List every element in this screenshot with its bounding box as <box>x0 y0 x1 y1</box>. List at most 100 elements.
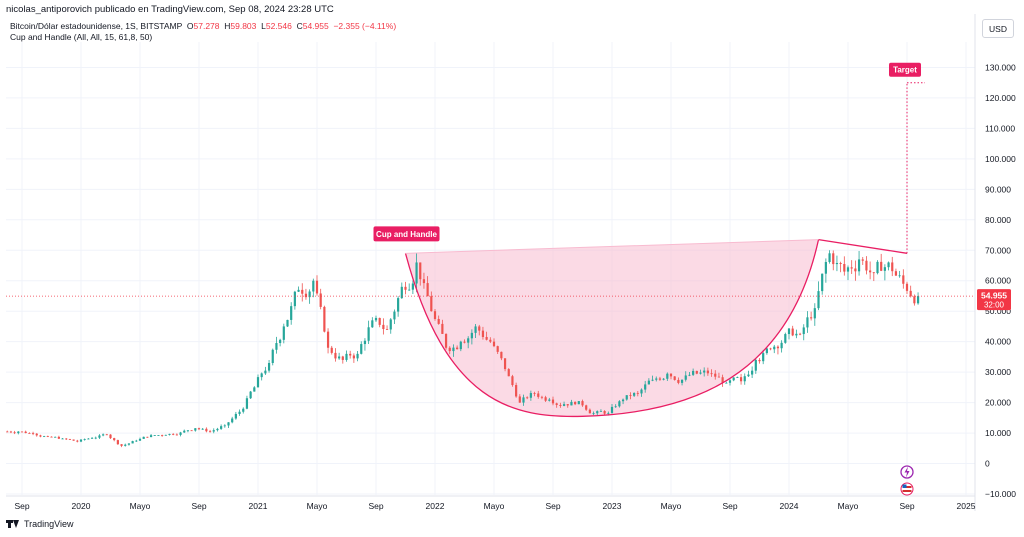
candle-body <box>607 412 610 414</box>
candle-body <box>13 432 16 434</box>
candle <box>433 309 437 321</box>
candle-body <box>507 369 510 377</box>
candle <box>271 348 274 366</box>
y-tick-label: 30.000 <box>985 367 1011 377</box>
candle <box>618 400 621 408</box>
lightning-icon[interactable] <box>900 465 914 479</box>
candle <box>780 340 783 353</box>
candle-body <box>688 374 691 376</box>
candle <box>430 291 433 312</box>
candle <box>614 404 617 408</box>
candle <box>669 373 673 380</box>
candle <box>28 432 31 434</box>
candle-body <box>599 410 603 412</box>
candle <box>113 437 116 442</box>
x-tick-label: Sep <box>545 501 560 511</box>
candle-body <box>577 401 580 405</box>
candle-body <box>603 410 606 414</box>
candle-body <box>253 387 256 392</box>
candle <box>835 255 839 272</box>
candle <box>426 276 429 297</box>
candle-body <box>422 279 426 284</box>
candle-body <box>452 347 455 352</box>
candle-body <box>869 270 872 273</box>
candle <box>164 434 167 436</box>
candle-body <box>31 433 35 434</box>
candle-body <box>736 377 739 378</box>
candle-body <box>773 346 776 350</box>
candle <box>116 439 119 445</box>
candle-body <box>286 319 289 327</box>
candle <box>489 337 492 344</box>
candle <box>865 256 868 275</box>
candle-body <box>249 391 252 399</box>
candle <box>83 438 86 441</box>
candle <box>367 320 370 344</box>
candle <box>301 283 304 302</box>
candle <box>500 351 503 361</box>
candle-body <box>728 380 732 383</box>
candle <box>732 377 735 382</box>
candle <box>13 430 16 435</box>
candle-body <box>515 385 518 397</box>
candle <box>585 404 588 411</box>
candle-body <box>706 370 709 374</box>
candle-body <box>824 261 827 274</box>
candle-body <box>677 379 680 383</box>
last-price-value: 54.955 <box>981 291 1007 301</box>
candle <box>378 317 381 328</box>
candle <box>813 303 816 326</box>
candle <box>61 437 64 440</box>
candle <box>503 358 507 372</box>
candle <box>688 372 691 377</box>
candle-body <box>135 440 138 442</box>
candle <box>54 436 57 438</box>
symbol-label: Bitcoin/Dólar estadounidense, 1S, BITSTA… <box>10 21 183 31</box>
currency-button[interactable]: USD <box>982 19 1014 38</box>
us-flag-icon[interactable] <box>900 482 914 496</box>
candle-body <box>699 372 702 374</box>
x-tick-label: Mayo <box>307 501 328 511</box>
candle <box>507 368 510 377</box>
candle-body <box>758 359 761 362</box>
candle-body <box>153 435 156 436</box>
candle <box>647 378 650 385</box>
candle <box>400 282 403 299</box>
candle-body <box>411 283 414 290</box>
candle-body <box>50 436 53 438</box>
candle-body <box>467 338 470 343</box>
candle-body <box>658 378 662 380</box>
candle-body <box>72 439 75 441</box>
last-price-tag[interactable] <box>977 289 1011 311</box>
indicator-legend[interactable]: Cup and Handle (All, All, 15, 61,8, 50) <box>10 32 153 42</box>
handle-line <box>818 238 908 254</box>
candle <box>610 404 614 414</box>
candle <box>186 430 190 433</box>
candle <box>861 256 864 265</box>
ohlc-open-label: O <box>186 21 194 31</box>
candle-body <box>17 431 20 434</box>
candle-body <box>832 253 835 265</box>
candle-body <box>496 346 499 352</box>
candle-body <box>762 353 765 362</box>
target-label: Target <box>893 66 917 75</box>
candle <box>551 396 555 406</box>
candle <box>260 372 263 381</box>
candle-body <box>529 393 532 398</box>
cup-rim-line <box>405 239 819 254</box>
candle-body <box>747 374 750 377</box>
candle-body <box>297 289 300 292</box>
candle <box>680 379 684 386</box>
candle-body <box>596 411 599 414</box>
candle-body <box>161 435 164 436</box>
candle <box>655 376 658 382</box>
candle <box>172 433 175 436</box>
candle <box>692 368 695 376</box>
candle <box>98 434 101 439</box>
candle <box>629 392 632 400</box>
y-tick-label: 110.000 <box>985 123 1015 133</box>
candle-body <box>293 291 296 307</box>
flag-stripe <box>902 490 912 492</box>
candle-body <box>216 428 219 431</box>
